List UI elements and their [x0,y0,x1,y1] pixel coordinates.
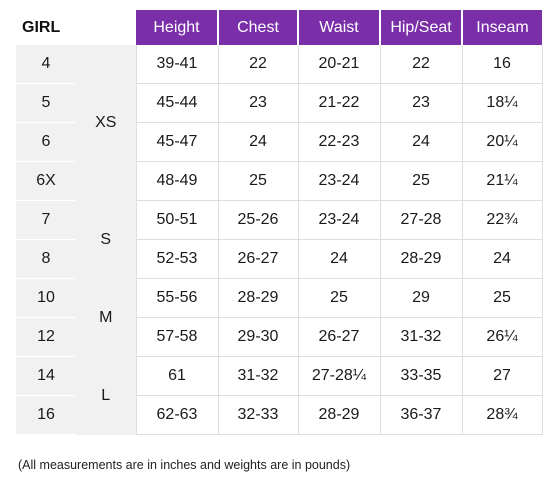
size-cell: 16 [16,395,76,435]
hip-seat-cell: 25 [380,161,463,201]
hip-seat-cell: 23 [380,83,463,123]
hip-seat-cell: 36-37 [380,395,463,435]
height-cell: 61 [135,356,219,396]
chest-cell: 23 [218,83,299,123]
chest-cell: 22 [218,45,299,84]
column-header-hip-seat: Hip/Seat [380,10,463,45]
letter-size-cell: XS [76,45,136,201]
column-header-chest: Chest [218,10,299,45]
chest-cell: 25-26 [218,200,299,240]
inseam-cell: 22¾ [462,200,543,240]
column-header-inseam: Inseam [462,10,542,45]
letter-size-cell: L [76,356,136,435]
waist-cell: 26-27 [298,317,381,357]
chest-cell: 25 [218,161,299,201]
inseam-cell: 18¼ [462,83,543,123]
inseam-cell: 16 [462,45,543,84]
header-row: GIRL Height Chest Waist Hip/Seat Inseam [16,10,542,45]
waist-cell: 22-23 [298,122,381,162]
size-cell: 14 [16,356,76,396]
waist-cell: 25 [298,278,381,318]
table-row: 8 52-53 26-27 24 28-29 24 [16,239,543,279]
letter-size-cell: M [76,278,136,357]
table-row: 14 L 61 31-32 27-28¼ 33-35 27 [16,356,543,435]
table-row: 7 S 50-51 25-26 23-24 27-28 22¾ [16,200,543,279]
chest-cell: 26-27 [218,239,299,279]
waist-cell: 24 [298,239,381,279]
size-cell: 10 [16,278,76,318]
table-title: GIRL [16,10,76,45]
waist-cell: 28-29 [298,395,381,435]
table-row: 5 45-44 23 21-22 23 18¼ [16,83,543,123]
inseam-cell: 20¼ [462,122,543,162]
table-row: 10 M 55-56 28-29 25 29 25 [16,278,543,357]
height-cell: 57-58 [135,317,219,357]
inseam-cell: 28¾ [462,395,543,435]
table-row: 16 62-63 32-33 28-29 36-37 28¾ [16,395,543,435]
chest-cell: 24 [218,122,299,162]
hip-seat-cell: 29 [380,278,463,318]
height-cell: 48-49 [135,161,219,201]
size-cell: 5 [16,83,76,123]
waist-cell: 27-28¼ [298,356,381,396]
height-cell: 52-53 [135,239,219,279]
size-cell: 12 [16,317,76,357]
blank-header-cell [76,10,136,45]
inseam-cell: 26¼ [462,317,543,357]
hip-seat-cell: 28-29 [380,239,463,279]
size-chart: GIRL Height Chest Waist Hip/Seat Inseam … [16,10,543,435]
inseam-cell: 24 [462,239,543,279]
hip-seat-cell: 27-28 [380,200,463,240]
footnote: (All measurements are in inches and weig… [18,458,351,472]
height-cell: 45-47 [135,122,219,162]
column-header-height: Height [136,10,219,45]
height-cell: 45-44 [135,83,219,123]
hip-seat-cell: 31-32 [380,317,463,357]
table-row: 6X 48-49 25 23-24 25 21¼ [16,161,543,201]
height-cell: 55-56 [135,278,219,318]
size-cell: 8 [16,239,76,279]
inseam-cell: 27 [462,356,543,396]
chest-cell: 28-29 [218,278,299,318]
waist-cell: 23-24 [298,200,381,240]
hip-seat-cell: 33-35 [380,356,463,396]
table-row: 6 45-47 24 22-23 24 20¼ [16,122,543,162]
height-cell: 50-51 [135,200,219,240]
height-cell: 39-41 [135,45,219,84]
waist-cell: 21-22 [298,83,381,123]
chest-cell: 31-32 [218,356,299,396]
size-cell: 6 [16,122,76,162]
size-cell: 6X [16,161,76,201]
hip-seat-cell: 22 [380,45,463,84]
letter-size-cell: S [76,200,136,279]
table-row: 12 57-58 29-30 26-27 31-32 26¼ [16,317,543,357]
height-cell: 62-63 [135,395,219,435]
chest-cell: 29-30 [218,317,299,357]
waist-cell: 20-21 [298,45,381,84]
size-cell: 7 [16,200,76,240]
size-cell: 4 [16,45,76,84]
size-chart-table: GIRL Height Chest Waist Hip/Seat Inseam … [16,10,543,435]
waist-cell: 23-24 [298,161,381,201]
table-row: 4 XS 39-41 22 20-21 22 16 [16,45,543,201]
column-header-waist: Waist [298,10,381,45]
chest-cell: 32-33 [218,395,299,435]
inseam-cell: 25 [462,278,543,318]
hip-seat-cell: 24 [380,122,463,162]
inseam-cell: 21¼ [462,161,543,201]
